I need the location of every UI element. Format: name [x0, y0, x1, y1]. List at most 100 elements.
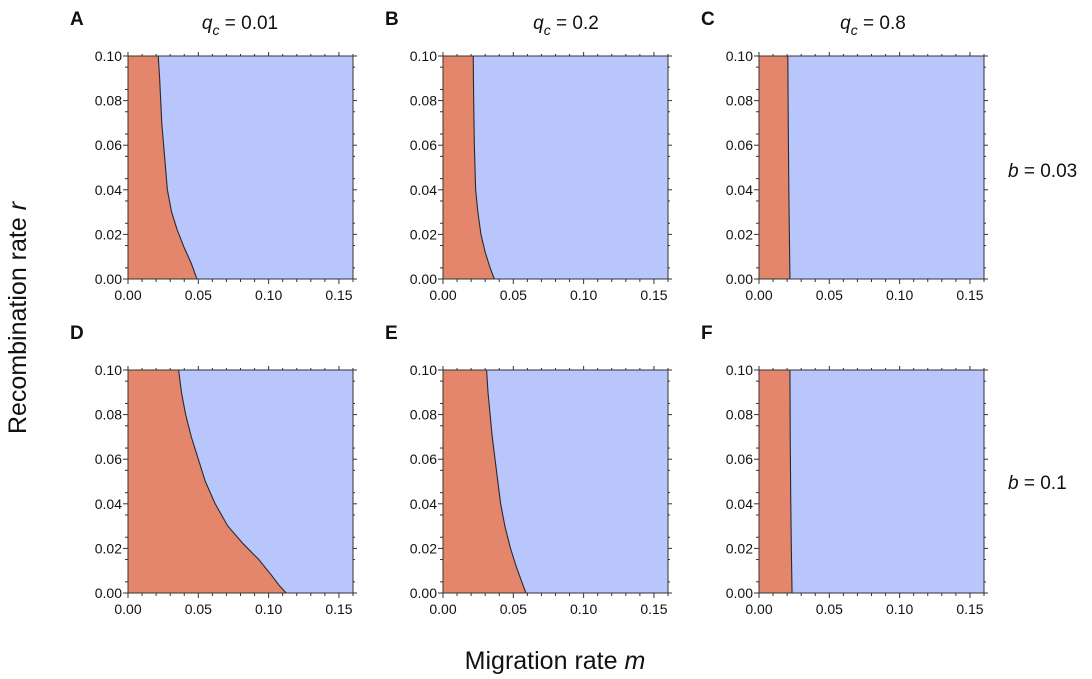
y-tick-label: 0.00: [95, 585, 122, 601]
panel-b: 0.00 0.05 0.10 0.15 0.00 0.02 0.04 0.06 0.08 0.10: [410, 48, 672, 303]
panel-d: 0.00 0.05 0.10 0.15 0.00 0.02 0.04 0.06 0.08 0.10: [95, 362, 357, 617]
row-label-value: = 0.1: [1019, 473, 1067, 494]
boundary-curve: [157, 55, 198, 280]
x-tick-label: 0.10: [886, 601, 913, 617]
boundary-curve: [178, 369, 287, 594]
row-label-var: b: [1008, 473, 1019, 494]
column-label-value: = 0.01: [219, 13, 278, 34]
x-tick-label: 0.00: [429, 287, 456, 303]
panel-a: 0.00 0.05 0.10 0.15 0.00 0.02 0.04 0.06 0.08 0.10: [95, 48, 357, 303]
y-tick-label: 0.08: [726, 407, 753, 423]
region-right: [759, 370, 984, 593]
y-tick-label: 0.02: [726, 226, 753, 242]
column-label-var: q: [202, 13, 213, 34]
y-tick-label: 0.00: [726, 585, 753, 601]
y-tick-label: 0.02: [726, 540, 753, 556]
boundary-curve: [486, 369, 527, 594]
x-tick-label: 0.10: [886, 287, 913, 303]
x-tick-label: 0.10: [570, 601, 597, 617]
region-left: [128, 370, 287, 593]
y-tick-label: 0.00: [410, 271, 437, 287]
boundary-curve: [789, 369, 793, 594]
x-tick-label: 0.15: [640, 601, 667, 617]
x-tick-label: 0.00: [745, 601, 772, 617]
panel-letter: B: [385, 9, 399, 30]
x-tick-label: 0.05: [185, 287, 212, 303]
y-axis-title-text: Recombination rate: [4, 217, 32, 434]
x-tick-label: 0.00: [745, 287, 772, 303]
x-tick-label: 0.10: [255, 601, 282, 617]
y-tick-label: 0.06: [95, 451, 122, 467]
x-tick-label: 0.00: [429, 601, 456, 617]
column-label-sub: c: [544, 22, 551, 38]
y-tick-label: 0.06: [95, 137, 122, 153]
x-tick-label: 0.15: [956, 287, 983, 303]
panel-letter: E: [385, 323, 398, 344]
boundary-curve: [787, 55, 791, 280]
y-tick-label: 0.02: [410, 540, 437, 556]
panel-c: 0.00 0.05 0.10 0.15 0.00 0.02 0.04 0.06 0.08 0.10: [726, 48, 988, 303]
region-left: [443, 56, 495, 279]
x-tick-label: 0.05: [500, 601, 527, 617]
y-tick-label: 0.08: [95, 93, 122, 109]
y-tick-label: 0.00: [726, 271, 753, 287]
column-label: qc = 0.2: [533, 13, 599, 38]
x-axis-title-text: Migration rate: [465, 647, 618, 675]
x-tick-label: 0.10: [255, 287, 282, 303]
y-tick-label: 0.08: [410, 407, 437, 423]
y-tick-label: 0.06: [410, 137, 437, 153]
x-tick-label: 0.05: [816, 601, 843, 617]
x-axis-title: Migration rate m: [465, 647, 646, 675]
y-tick-label: 0.00: [95, 271, 122, 287]
y-tick-label: 0.08: [726, 93, 753, 109]
labels-layer: A B CD E Fqc = 0.01 qc = 0.2 qc = 0.8b = 0.03b…: [4, 9, 1077, 675]
y-axis-title-var: r: [4, 200, 32, 210]
y-tick-label: 0.04: [726, 496, 753, 512]
row-label: b = 0.03: [1008, 161, 1077, 182]
column-label-var: q: [840, 13, 851, 34]
region-left: [759, 56, 790, 279]
y-tick-label: 0.08: [410, 93, 437, 109]
panel-letter: C: [701, 9, 715, 30]
panel-letter: A: [70, 9, 84, 30]
y-tick-label: 0.04: [95, 182, 122, 198]
x-tick-label: 0.00: [114, 601, 141, 617]
y-tick-label: 0.06: [410, 451, 437, 467]
y-tick-label: 0.10: [726, 362, 753, 378]
x-tick-label: 0.10: [570, 287, 597, 303]
y-tick-label: 0.10: [95, 48, 122, 64]
y-tick-label: 0.00: [410, 585, 437, 601]
column-label-sub: c: [851, 22, 858, 38]
boundary-curve: [472, 55, 495, 280]
x-tick-label: 0.05: [185, 601, 212, 617]
panels-layer: 0.00 0.05 0.10 0.15 0.00 0.02 0.04 0.06 0.08 0.10…: [95, 48, 988, 617]
region-left: [443, 370, 526, 593]
region-left: [759, 370, 793, 593]
x-tick-label: 0.05: [816, 287, 843, 303]
y-axis-title-space: [4, 210, 32, 217]
x-tick-label: 0.15: [640, 287, 667, 303]
panel-letter: D: [70, 323, 84, 344]
column-label-sub: c: [212, 22, 219, 38]
y-tick-label: 0.10: [410, 362, 437, 378]
x-axis-title-space: [618, 647, 625, 675]
y-tick-label: 0.10: [95, 362, 122, 378]
column-label: qc = 0.8: [840, 13, 906, 38]
column-label-value: = 0.2: [551, 13, 599, 34]
x-tick-label: 0.00: [114, 287, 141, 303]
panel-letter: F: [701, 323, 713, 344]
y-tick-label: 0.10: [726, 48, 753, 64]
panel-f: 0.00 0.05 0.10 0.15 0.00 0.02 0.04 0.06 0.08 0.10: [726, 362, 988, 617]
y-tick-label: 0.08: [95, 407, 122, 423]
region-left: [128, 56, 197, 279]
column-label-value: = 0.8: [858, 13, 906, 34]
y-tick-label: 0.04: [410, 182, 437, 198]
row-label-value: = 0.03: [1019, 161, 1078, 182]
y-tick-label: 0.10: [410, 48, 437, 64]
x-tick-label: 0.05: [500, 287, 527, 303]
row-label-var: b: [1008, 161, 1019, 182]
row-label: b = 0.1: [1008, 473, 1067, 494]
y-tick-label: 0.04: [726, 182, 753, 198]
x-tick-label: 0.15: [325, 287, 352, 303]
